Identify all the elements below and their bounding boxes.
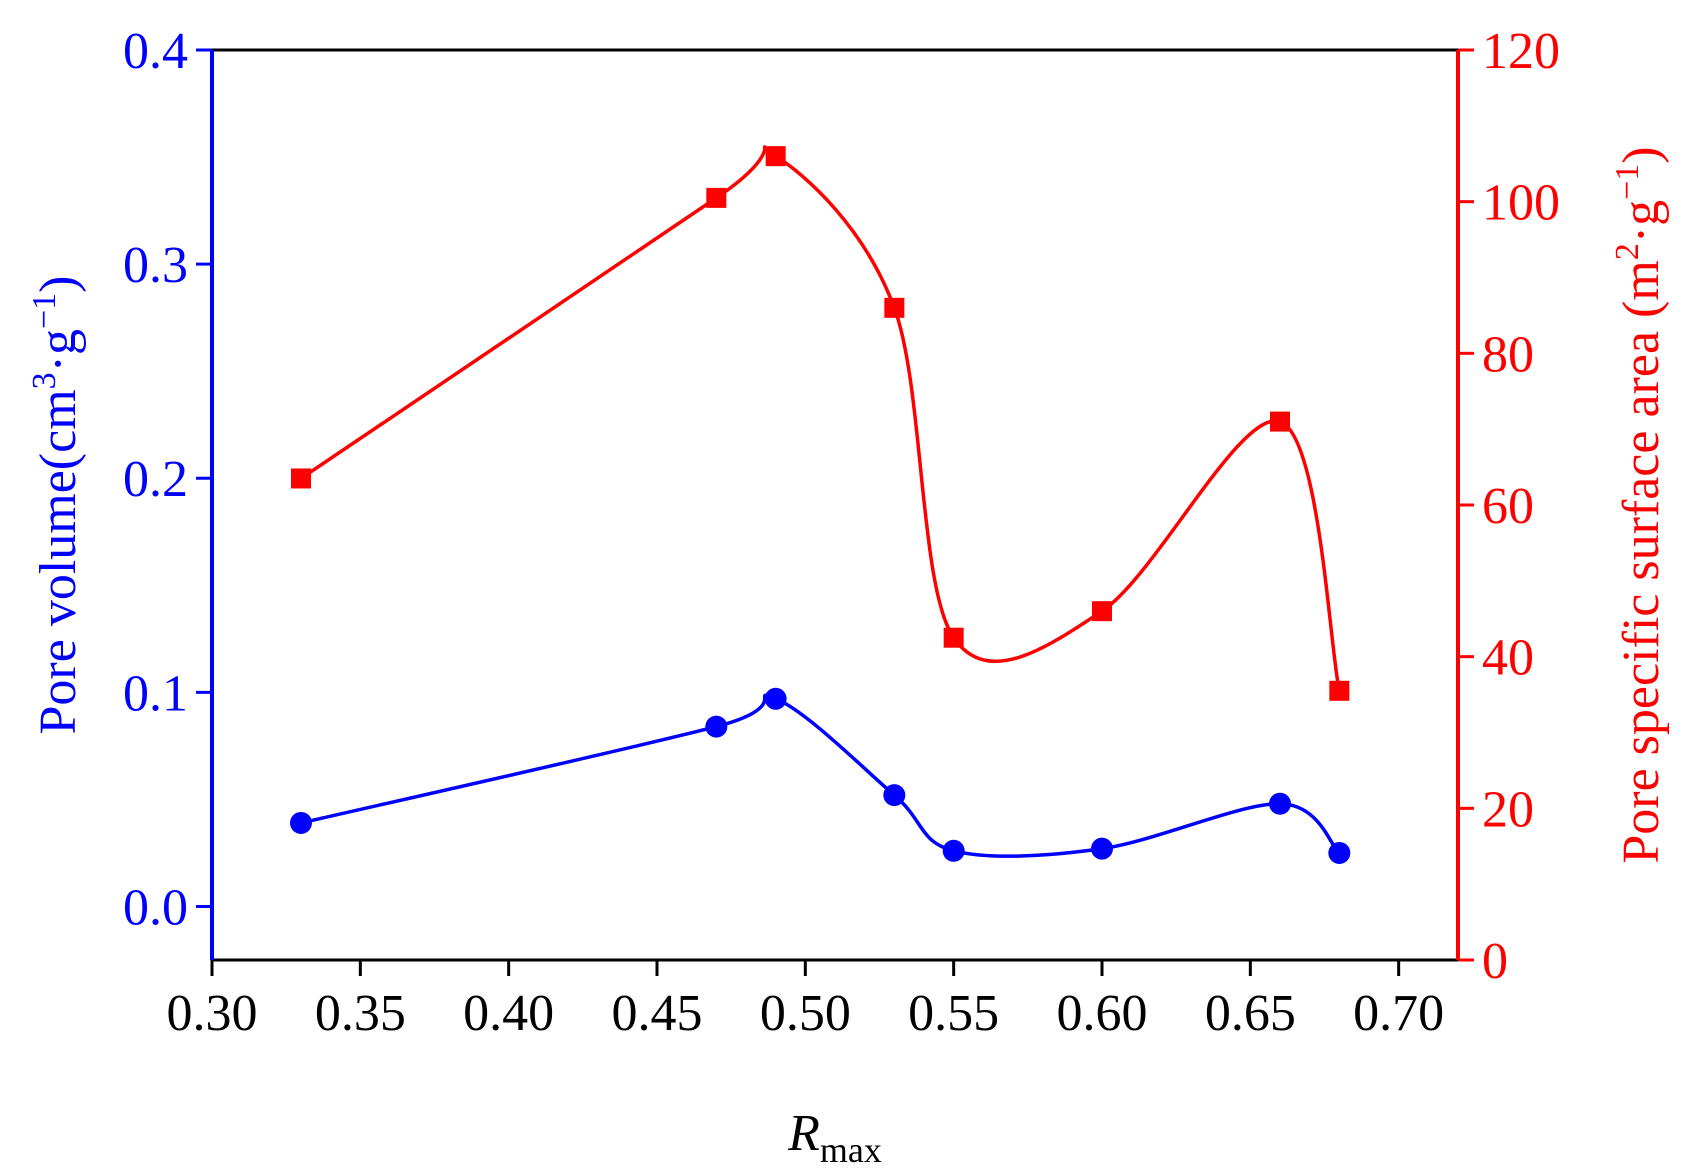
y-right-tick-label: 100	[1482, 175, 1560, 232]
x-axis-title-sub: max	[820, 1130, 882, 1170]
y-right-title-sup2: −1	[1609, 164, 1646, 200]
y-left-tick-label: 0.1	[123, 665, 188, 722]
series-layer	[290, 145, 1351, 864]
y-left-tick-label: 0.0	[123, 879, 188, 936]
y-right-tick-label: 0	[1482, 933, 1508, 990]
y-left-title-end: )	[30, 276, 87, 293]
data-point-square	[884, 297, 905, 318]
data-point-square	[706, 187, 727, 208]
x-tick-label: 0.40	[463, 985, 554, 1042]
y-right-title-mid: ·g	[1613, 200, 1670, 243]
y-right-tick-label: 80	[1482, 326, 1534, 383]
y-left-tick-label: 0.4	[123, 23, 188, 80]
x-tick-label: 0.70	[1353, 985, 1444, 1042]
data-point-circle	[1091, 837, 1113, 860]
y-axis-right-title: Pore specific surface area (m2·g−1)	[1609, 146, 1670, 863]
y-right-tick-label: 20	[1482, 781, 1534, 838]
y-right-tick-label: 40	[1482, 630, 1534, 687]
data-point-square	[765, 146, 786, 167]
y-right-title-end: )	[1613, 146, 1670, 163]
y-left-title-sup2: −1	[26, 293, 63, 329]
y-right-title-sup1: 2	[1609, 243, 1646, 260]
x-tick-label: 0.30	[167, 985, 258, 1042]
data-point-square	[1270, 411, 1290, 432]
x-tick-label: 0.45	[612, 985, 703, 1042]
y-left-title-sup1: 3	[26, 372, 63, 389]
x-tick-label: 0.65	[1205, 985, 1296, 1042]
x-axis-title-main: R	[787, 1105, 820, 1162]
y-left-title-mid: ·g	[30, 329, 87, 372]
y-left-tick-label: 0.3	[123, 237, 188, 294]
y-axis-right: 0 20 40 60 80 100 120	[1458, 23, 1560, 990]
y-right-tick-label: 60	[1482, 478, 1534, 535]
y-axis-left: 0.0 0.1 0.2 0.3 0.4	[123, 23, 212, 936]
y-right-title-main: Pore specific surface area (m	[1613, 260, 1670, 863]
plot-frame	[210, 48, 1460, 962]
data-point-circle	[942, 839, 965, 862]
x-tick-label: 0.50	[760, 985, 851, 1042]
data-point-circle	[705, 715, 728, 738]
surface-area-series	[291, 145, 1350, 701]
data-point-circle	[1328, 841, 1351, 864]
y-right-tick-label: 120	[1482, 23, 1560, 80]
data-point-square	[291, 468, 311, 489]
data-point-circle	[1269, 792, 1291, 815]
series-line	[300, 145, 1342, 692]
data-point-circle	[883, 784, 906, 807]
x-axis-title: Rmax	[787, 1105, 882, 1170]
x-tick-label: 0.60	[1057, 985, 1148, 1042]
pore-volume-series	[290, 687, 1351, 864]
data-point-circle	[764, 687, 787, 710]
data-point-square	[943, 627, 964, 648]
x-axis: 0.30 0.35 0.40 0.45 0.50 0.55 0.60 0.65 0.70	[167, 960, 1444, 1042]
data-point-square	[1329, 680, 1350, 701]
data-point-circle	[290, 811, 312, 834]
x-tick-label: 0.55	[908, 985, 999, 1042]
y-axis-left-title: Pore volume(cm3·g−1)	[26, 276, 87, 735]
series-line	[300, 693, 1341, 858]
data-point-square	[1092, 601, 1112, 622]
y-left-tick-label: 0.2	[123, 451, 188, 508]
y-left-title-main: Pore volume(cm	[30, 389, 87, 734]
x-tick-label: 0.35	[315, 985, 406, 1042]
